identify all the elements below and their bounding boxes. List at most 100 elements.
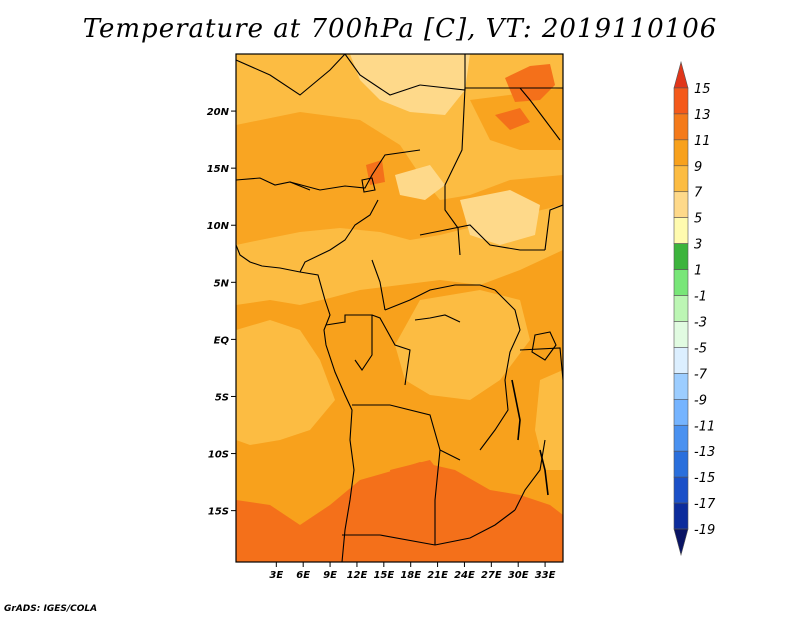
- lake-victoria: [531, 331, 557, 361]
- lon-tick-label: 21E: [427, 570, 448, 581]
- temperature-field: [236, 54, 563, 562]
- lon-tick-label: 30E: [508, 570, 529, 581]
- colorbar-label: -11: [694, 419, 715, 434]
- field-zone-5-7-sudan: [460, 190, 540, 245]
- lon-tick-label: 15E: [373, 570, 394, 581]
- colorbar-segment: [673, 424, 689, 452]
- colorbar-label: -19: [694, 523, 715, 538]
- border-zambia-south: [434, 509, 516, 546]
- colorbar-segment: [673, 321, 689, 348]
- border-mali-burkina: [236, 177, 311, 191]
- map-title: Temperature at 700hPa [C], VT: 201911010…: [82, 14, 718, 44]
- map-frame: [235, 53, 564, 563]
- border-ethiopia: [544, 204, 563, 251]
- congo-river-lines: [414, 314, 461, 323]
- colorbar-segment: [673, 502, 689, 530]
- lon-tick-label: 9E: [323, 570, 337, 581]
- lon-tick-label: 33E: [535, 570, 556, 581]
- lake-tanganyika: [511, 379, 521, 441]
- field-zone-11-13-south: [236, 462, 563, 562]
- colorbar-segment: [673, 87, 689, 115]
- border-sudan-southsudan: [419, 224, 545, 251]
- colorbar-segment: [673, 399, 689, 426]
- lon-tick-label: 6E: [296, 570, 310, 581]
- red-sea-coast: [519, 87, 561, 141]
- colorbar-segment: [673, 269, 689, 296]
- colorbar-segment: [673, 191, 689, 218]
- country-borders: [236, 54, 563, 562]
- colorbar-label: 11: [694, 134, 711, 149]
- longitude-axis: 3E 6E 9E 12E 15E 18E 21E 24E 27E 30E 33E: [269, 562, 556, 581]
- field-zone-7-9-southwest: [236, 320, 335, 445]
- colorbar-label: 13: [694, 108, 711, 123]
- lake-chad: [361, 177, 376, 193]
- field-zone-7-9-east-coast: [535, 370, 563, 470]
- lake-malawi: [539, 449, 549, 496]
- border-mozambique-malawi: [514, 439, 546, 511]
- colorbar-segment: [673, 165, 689, 193]
- colorbar-segment: [673, 295, 689, 322]
- colorbar-segment: [673, 476, 689, 504]
- colorbar-label: -7: [694, 367, 708, 382]
- software-credit: GrADS: IGES/COLA: [4, 604, 98, 614]
- field-zone-11-13-egypt: [505, 64, 555, 102]
- colorbar: 15 13 11 9 7 5 3 1 -1 -3 -5 -7 -9 -11 -13 -15 -17 -19: [673, 60, 716, 557]
- field-zone-5-7-chad: [395, 165, 445, 200]
- border-namibia-botswana: [342, 534, 436, 546]
- lon-tick-label: 12E: [347, 570, 368, 581]
- colorbar-label: -13: [694, 445, 715, 460]
- lat-tick-label: 5S: [215, 392, 229, 403]
- border-mali-algeria: [236, 54, 346, 96]
- lat-tick-label: 5N: [214, 278, 230, 289]
- border-tanzania: [519, 347, 563, 381]
- lat-tick-label: 15S: [208, 507, 229, 518]
- colorbar-label: 3: [694, 238, 702, 253]
- colorbar-lower-arrow: [673, 528, 689, 557]
- border-drc-east: [479, 289, 521, 451]
- field-zone-5-7-libya: [350, 54, 470, 115]
- colorbar-upper-arrow: [673, 60, 689, 89]
- colorbar-segment: [673, 347, 689, 374]
- colorbar-segment: [673, 139, 689, 167]
- colorbar-label: 7: [694, 186, 703, 201]
- lat-tick-label: 10N: [207, 221, 230, 232]
- colorbar-segment: [673, 217, 689, 244]
- colorbar-label: 15: [694, 82, 711, 97]
- colorbar-label: 1: [694, 264, 702, 279]
- colorbar-segment: [673, 373, 689, 400]
- colorbar-label: 9: [694, 160, 702, 175]
- border-chad-sudan: [444, 87, 466, 256]
- coastline-west: [236, 244, 355, 562]
- lon-tick-label: 18E: [400, 570, 421, 581]
- lat-tick-label: 10S: [208, 450, 229, 461]
- lat-tick-label: 15N: [207, 164, 230, 175]
- border-cameroon-car: [371, 259, 386, 311]
- colorbar-segment: [673, 450, 689, 478]
- border-angola-drc: [352, 404, 461, 461]
- colorbar-label: -15: [694, 471, 715, 486]
- lon-tick-label: 3E: [269, 570, 283, 581]
- latitude-axis: 20N 15N 10N 5N EQ 5S 10S 15S: [207, 107, 236, 518]
- colorbar-segment: [673, 113, 689, 141]
- colorbar-label: -17: [694, 497, 716, 512]
- colorbar-label: -9: [694, 393, 707, 408]
- field-zone-11-13-sahara-patch: [495, 108, 530, 130]
- border-nigeria-cameroon: [299, 199, 379, 273]
- field-zone-7-9-central-east: [395, 290, 530, 400]
- border-congo-drc: [371, 314, 411, 386]
- colorbar-label: 5: [694, 212, 702, 227]
- border-niger-algeria: [344, 54, 421, 96]
- colorbar-label: -1: [694, 290, 707, 305]
- lat-tick-label: 20N: [207, 107, 230, 118]
- lat-tick-label: EQ: [214, 335, 230, 346]
- border-car-drc: [384, 284, 496, 311]
- colorbar-label: -5: [694, 341, 707, 356]
- border-niger-south: [289, 149, 421, 191]
- colorbar-label: -3: [694, 315, 707, 330]
- lon-tick-label: 27E: [481, 570, 502, 581]
- field-zone-11-13-zambia: [390, 460, 445, 500]
- colorbar-segment: [673, 243, 689, 270]
- lon-tick-label: 24E: [454, 570, 475, 581]
- border-angola-zambia: [434, 449, 441, 545]
